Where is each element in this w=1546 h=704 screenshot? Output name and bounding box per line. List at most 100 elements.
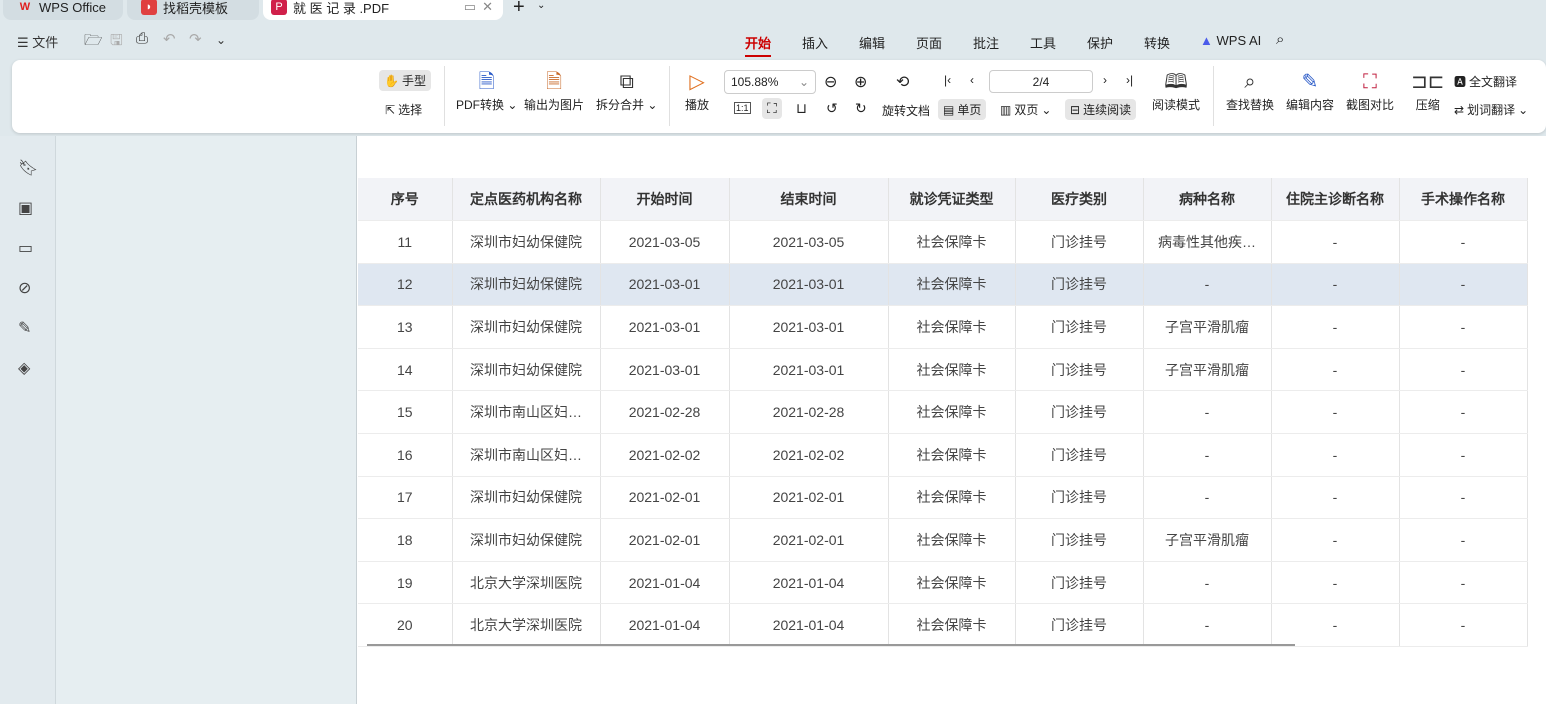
rotate-document-button[interactable]: 旋转文档 [882, 104, 931, 118]
chevron-down-icon[interactable]: ⌄ [537, 0, 546, 11]
table-cell: 社会保障卡 [888, 305, 1016, 349]
wps-ai-icon: ▲ [1200, 33, 1213, 48]
edit-content-button[interactable]: ✎ 编辑内容 [1286, 68, 1334, 113]
table-cell: 门诊挂号 [1015, 518, 1144, 562]
table-cell: 门诊挂号 [1015, 263, 1144, 307]
signature-icon[interactable]: ✎ [18, 320, 32, 337]
table-cell: 2021-03-01 [600, 263, 730, 307]
wps-ai-label: WPS AI [1216, 33, 1262, 48]
page-input[interactable]: 2/4 [989, 70, 1093, 93]
table-cell: 12 [358, 263, 453, 307]
table-cell: - [1143, 263, 1272, 307]
table-cell: 病毒性其他疾… [1143, 220, 1272, 264]
table-cell: 2021-03-01 [729, 348, 889, 392]
open-icon[interactable]: 🗁 [84, 32, 103, 49]
pdf-to-word-icon: 🗎 [478, 71, 495, 93]
table-cell: - [1271, 561, 1400, 605]
menu-tools[interactable]: 工具 [1030, 36, 1057, 51]
split-merge-button[interactable]: ⧉ 拆分合并 ⌄ [596, 68, 657, 113]
word-translate-label: 划词翻译 [1467, 103, 1516, 117]
last-page-icon[interactable]: ›| [1126, 73, 1134, 87]
tab-wps-office[interactable]: W WPS Office [3, 0, 123, 20]
save-icon[interactable]: 🖫 [110, 32, 123, 49]
fit-width-icon[interactable]: ⊔ [796, 100, 807, 116]
side-panel [56, 136, 357, 704]
double-page-button[interactable]: ▥ 双页 ⌄ [1000, 102, 1052, 118]
export-image-button[interactable]: 🗎 输出为图片 [524, 68, 584, 113]
single-page-button[interactable]: ▤ 单页 [938, 99, 987, 120]
actual-size-button[interactable]: 1:1 [734, 102, 751, 114]
full-translate-button[interactable]: 🅰 全文翻译 [1454, 73, 1517, 90]
find-replace-button[interactable]: ⌕ 查找替换 [1226, 68, 1274, 113]
comment-icon[interactable]: ▭ [18, 240, 34, 257]
pdf-convert-label: PDF转换 [456, 98, 505, 112]
zoom-select[interactable]: 105.88% ⌄ [724, 70, 816, 94]
prev-page-icon[interactable]: ‹ [970, 73, 974, 87]
column-header: 医疗类别 [1015, 178, 1144, 222]
continuous-read-button[interactable]: ⊟ 连续阅读 [1065, 99, 1137, 120]
menu-start[interactable]: 开始 [745, 33, 772, 57]
search-icon[interactable]: ⌕ [1276, 31, 1285, 48]
rotate-page-icon[interactable]: ⟲ [896, 74, 910, 91]
next-page-icon[interactable]: › [1103, 73, 1107, 87]
read-mode-button[interactable]: 🕮 阅读模式 [1152, 68, 1200, 113]
column-header: 病种名称 [1143, 178, 1272, 222]
menu-convert[interactable]: 转换 [1144, 36, 1171, 51]
select-tool-button[interactable]: ⇱ 选择 [385, 101, 422, 118]
table-cell: 2021-03-05 [600, 220, 730, 264]
table-cell: - [1271, 390, 1400, 435]
table-cell: 2021-02-01 [600, 476, 730, 520]
zoom-out-icon[interactable]: ⊖ [824, 74, 838, 91]
zoom-in-icon[interactable]: ⊕ [854, 74, 868, 91]
play-button[interactable]: ▷ 播放 [685, 68, 709, 113]
redo-icon[interactable]: ↷ [189, 31, 202, 48]
table-cell: 门诊挂号 [1015, 220, 1144, 264]
layers-icon[interactable]: ◈ [18, 360, 31, 377]
table-cell: 门诊挂号 [1015, 348, 1144, 392]
table-cell: - [1399, 390, 1528, 435]
table-cell: 2021-02-01 [600, 518, 730, 562]
image-icon: 🗎 [545, 71, 563, 93]
bookmark-icon[interactable]: 🔖︎ [18, 160, 39, 177]
table-cell: - [1271, 263, 1400, 307]
menu-comment[interactable]: 批注 [973, 36, 1000, 51]
tab-pdf[interactable]: P 就 医 记 录 .PDF ▭ ✕ [263, 0, 503, 20]
rotate-left-icon[interactable]: ↺ [826, 100, 838, 116]
menu-insert[interactable]: 插入 [802, 36, 829, 51]
attachment-icon[interactable]: ⊘ [18, 280, 32, 297]
compress-button[interactable]: ⊐⊏ 压缩 [1411, 68, 1445, 113]
file-menu[interactable]: ☰ 文件 [17, 35, 59, 50]
table-cell: 2021-02-01 [729, 518, 889, 562]
screenshot-compare-button[interactable]: ⛶ 截图对比 [1346, 68, 1394, 113]
hand-tool-button[interactable]: ✋ 手型 [379, 70, 431, 91]
first-page-icon[interactable]: |‹ [944, 73, 952, 87]
thumbnail-icon[interactable]: ▣ [18, 200, 34, 217]
tab-docer[interactable]: ◗ 找稻壳模板 [127, 0, 259, 20]
cursor-icon: ⇱ [385, 102, 396, 117]
table-cell: 2021-01-04 [600, 603, 730, 648]
zoom-value: 105.88% [731, 75, 779, 89]
fit-page-icon[interactable]: ⛶ [762, 98, 782, 119]
table-cell: 2021-01-04 [600, 561, 730, 605]
column-header: 序号 [358, 178, 453, 222]
pdf-convert-button[interactable]: 🗎 PDF转换 ⌄ [456, 68, 517, 113]
table-cell: - [1399, 263, 1528, 307]
menu-protect[interactable]: 保护 [1087, 36, 1114, 51]
column-header: 开始时间 [600, 178, 730, 222]
new-tab-button[interactable]: + [513, 0, 525, 18]
table-cell: 深圳市妇幼保健院 [452, 348, 601, 392]
undo-icon[interactable]: ↶ [163, 31, 176, 48]
menu-page[interactable]: 页面 [916, 36, 943, 51]
close-icon[interactable]: ✕ [482, 0, 493, 14]
more-icon[interactable]: ⌄ [216, 33, 227, 47]
rotate-right-icon[interactable]: ↻ [855, 100, 867, 116]
menu-wps-ai[interactable]: ▲ WPS AI [1200, 33, 1261, 48]
screenshot-icon: ⛶ [1363, 71, 1377, 93]
column-header: 结束时间 [729, 178, 889, 222]
edit-icon: ✎ [1301, 71, 1319, 93]
table-cell: 社会保障卡 [888, 348, 1016, 392]
word-translate-button[interactable]: ⇄ 划词翻译 ⌄ [1454, 102, 1529, 118]
menu-edit[interactable]: 编辑 [859, 36, 886, 51]
window-icon[interactable]: ▭ [463, 0, 477, 14]
print-icon[interactable]: ⎙ [136, 30, 149, 47]
